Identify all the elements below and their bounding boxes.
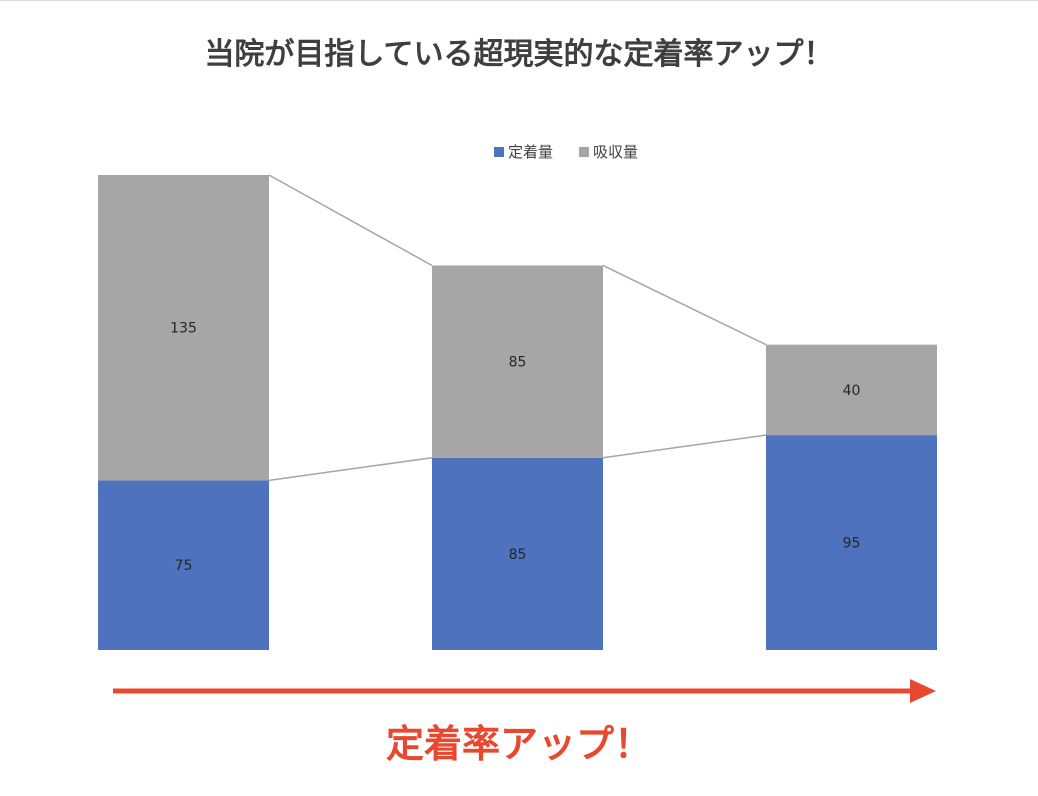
value-label-teichakuryo-2: 85 [509,547,527,563]
arrow-right-icon [113,679,936,703]
value-labels: 75 135 85 85 95 40 [170,321,860,575]
value-label-teichakuryo-1: 75 [175,558,193,574]
connector-line-top-2 [602,264,767,346]
bar-teichakuryo-3 [766,435,937,650]
connector-line-mid-1 [268,456,433,482]
footer-label: 定着率アップ！ [386,722,652,766]
connector-line-mid-2 [602,434,767,459]
legend-swatch-teichakuryo [494,147,504,157]
chart-title: 当院が目指している超現実的な定着率アップ！ [204,37,833,72]
connector-line-top-1 [268,174,433,267]
value-label-kyushuryo-1: 135 [170,321,197,337]
bar-kyushuryo-1 [98,175,269,481]
legend-swatch-kyushuryo [579,147,589,157]
arrow-head [910,679,936,703]
bar-kyushuryo-3 [766,344,937,436]
bar-teichakuryo-1 [98,480,269,650]
value-label-kyushuryo-2: 85 [509,355,527,371]
bar-teichakuryo-2 [432,457,603,650]
bars [98,175,937,650]
top-rule [0,0,1038,1]
value-label-teichakuryo-3: 95 [843,536,861,552]
bar-kyushuryo-2 [432,265,603,458]
legend-label-teichakuryo: 定着量 [508,143,553,161]
value-label-kyushuryo-3: 40 [843,383,861,399]
legend: 定着量 吸収量 [494,143,638,161]
legend-label-kyushuryo: 吸収量 [593,143,638,161]
connector-lines [268,174,767,482]
